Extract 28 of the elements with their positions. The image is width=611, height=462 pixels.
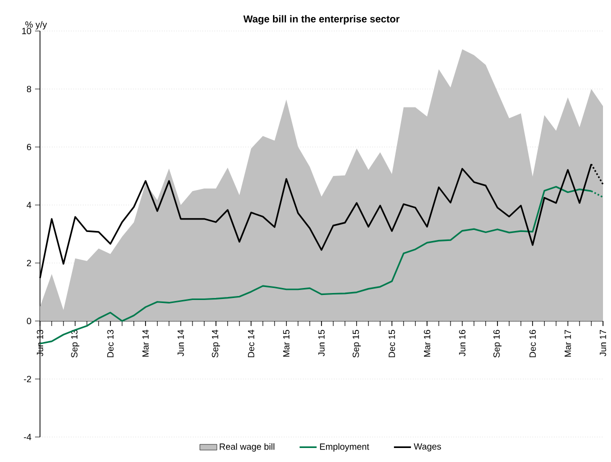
x-tick-label: Dec 13 xyxy=(107,330,114,358)
x-tick-label: Mar 15 xyxy=(283,330,290,357)
legend-label: Employment xyxy=(320,443,370,452)
y-axis-title: % y/y xyxy=(25,21,47,30)
y-tick-label: 2 xyxy=(26,260,32,266)
x-tick-label: Mar 17 xyxy=(564,330,571,357)
x-tick-label: Mar 14 xyxy=(142,330,149,357)
x-tick-label: Sep 16 xyxy=(493,330,502,358)
x-tick-label: Sep 14 xyxy=(212,330,220,358)
x-tick-label: Sep 15 xyxy=(352,330,361,358)
x-tick-label: Dec 16 xyxy=(529,330,536,358)
x-tick-label: Jun 14 xyxy=(178,330,184,356)
chart-title: Wage bill in the enterprise sector xyxy=(243,15,400,24)
x-tick-label: Dec 15 xyxy=(388,330,396,358)
legend-label: Real wage bill xyxy=(220,443,274,452)
y-tick-label: -4 xyxy=(24,434,32,440)
x-tick-label: Jun 15 xyxy=(318,330,325,356)
y-tick-label: 0 xyxy=(26,318,32,324)
x-tick-label: Dec 14 xyxy=(248,330,254,358)
x-tick-label: Mar 16 xyxy=(424,330,430,357)
y-tick-label: 4 xyxy=(26,202,32,208)
y-tick-label: 10 xyxy=(22,28,32,34)
x-tick-label: Jun 16 xyxy=(459,330,466,356)
y-tick-label: 8 xyxy=(26,86,32,92)
y-tick-label: 6 xyxy=(26,144,32,150)
x-tick-label: Jun 17 xyxy=(600,330,606,356)
y-tick-label: -2 xyxy=(24,376,32,382)
legend-label: Wages xyxy=(414,443,441,452)
